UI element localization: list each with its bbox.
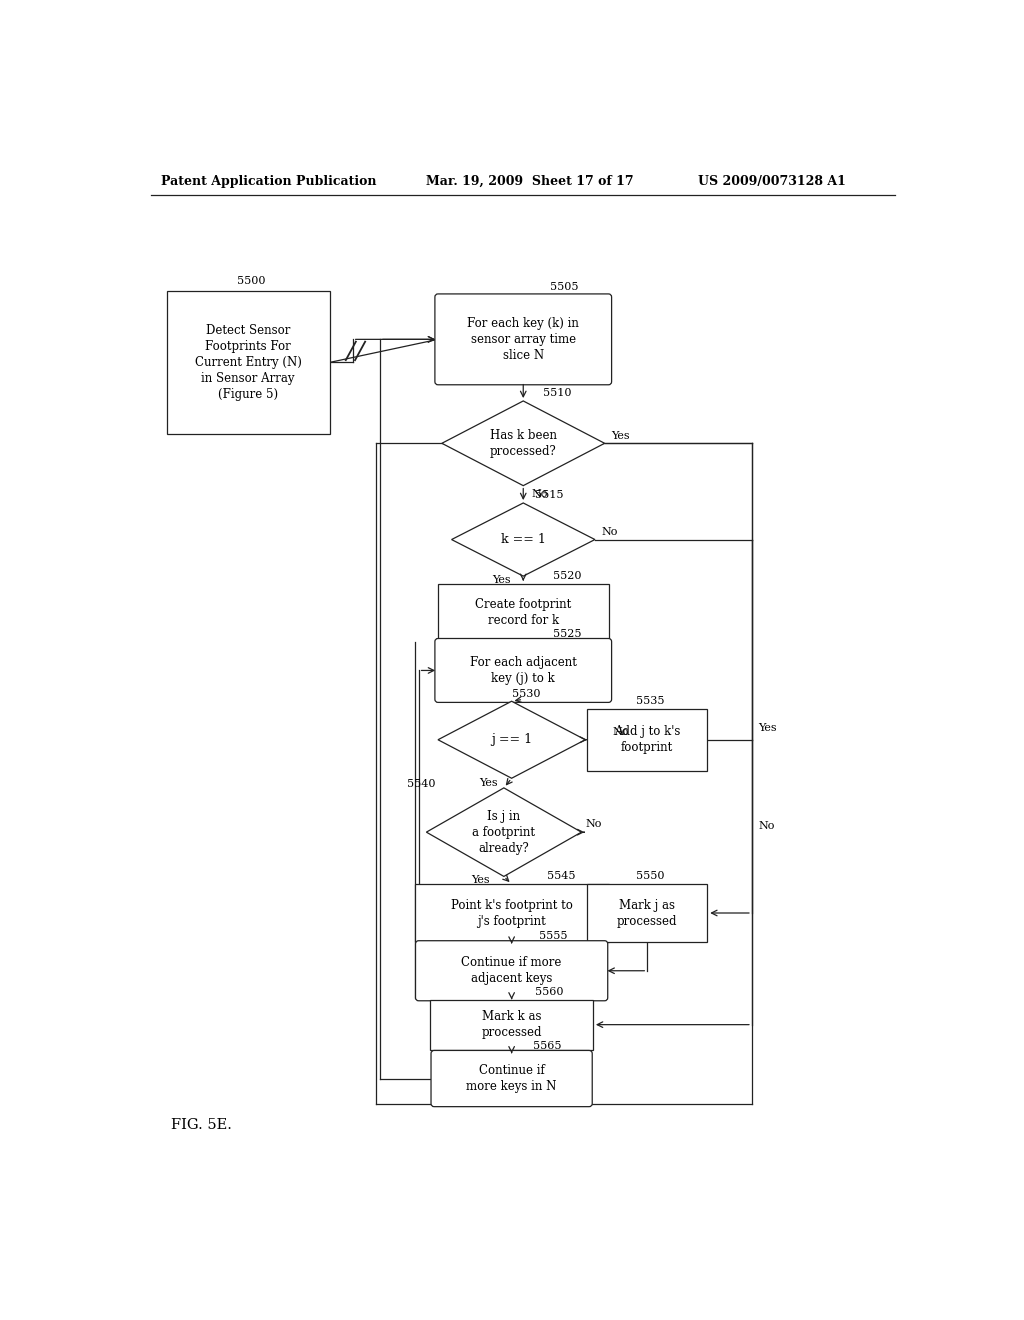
Text: Yes: Yes [479, 777, 498, 788]
Text: Yes: Yes [493, 576, 511, 585]
Text: US 2009/0073128 A1: US 2009/0073128 A1 [697, 176, 846, 187]
Text: Has k been
processed?: Has k been processed? [489, 429, 557, 458]
Text: k == 1: k == 1 [501, 533, 546, 546]
Polygon shape [442, 401, 604, 486]
Text: 5525: 5525 [553, 628, 582, 639]
Text: No: No [612, 727, 629, 737]
Text: Point k's footprint to
j's footprint: Point k's footprint to j's footprint [451, 899, 572, 928]
Text: Yes: Yes [611, 430, 630, 441]
Text: 5500: 5500 [237, 276, 265, 286]
FancyBboxPatch shape [435, 639, 611, 702]
Text: Mar. 19, 2009  Sheet 17 of 17: Mar. 19, 2009 Sheet 17 of 17 [426, 176, 634, 187]
Text: FIG. 5E.: FIG. 5E. [171, 1118, 231, 1131]
Text: Mark j as
processed: Mark j as processed [617, 899, 678, 928]
FancyBboxPatch shape [435, 294, 611, 385]
Text: Add j to k's
footprint: Add j to k's footprint [614, 725, 680, 754]
Text: No: No [601, 527, 617, 537]
Text: Continue if
more keys in N: Continue if more keys in N [467, 1064, 557, 1093]
Polygon shape [452, 503, 595, 576]
Text: 5535: 5535 [636, 696, 665, 706]
Text: Yes: Yes [471, 875, 489, 886]
Text: Is j in
a footprint
already?: Is j in a footprint already? [472, 809, 536, 854]
Text: Yes: Yes [758, 723, 776, 733]
Text: 5565: 5565 [534, 1041, 562, 1051]
FancyBboxPatch shape [167, 292, 330, 434]
FancyBboxPatch shape [587, 884, 708, 942]
Text: 5530: 5530 [512, 689, 540, 698]
Text: No: No [758, 821, 774, 832]
Text: Continue if more
adjacent keys: Continue if more adjacent keys [462, 956, 562, 985]
FancyBboxPatch shape [587, 709, 708, 771]
Text: For each adjacent
key (j) to k: For each adjacent key (j) to k [470, 656, 577, 685]
Text: 5505: 5505 [550, 282, 579, 292]
Text: No: No [531, 490, 548, 499]
FancyBboxPatch shape [416, 941, 607, 1001]
Text: 5510: 5510 [543, 388, 571, 399]
Text: 5560: 5560 [535, 987, 563, 997]
Text: For each key (k) in
sensor array time
slice N: For each key (k) in sensor array time sl… [467, 317, 580, 362]
Text: No: No [586, 820, 602, 829]
Text: 5540: 5540 [407, 779, 435, 789]
Text: Detect Sensor
Footprints For
Current Entry (N)
in Sensor Array
(Figure 5): Detect Sensor Footprints For Current Ent… [195, 323, 301, 401]
Text: 5550: 5550 [636, 871, 665, 882]
Text: 5520: 5520 [553, 572, 582, 581]
Text: 5555: 5555 [539, 931, 567, 941]
FancyBboxPatch shape [438, 583, 608, 642]
Text: Mark k as
processed: Mark k as processed [481, 1010, 542, 1039]
Text: Patent Application Publication: Patent Application Publication [161, 176, 376, 187]
FancyBboxPatch shape [431, 1051, 592, 1106]
Text: 5545: 5545 [547, 871, 575, 882]
Polygon shape [438, 701, 586, 779]
FancyBboxPatch shape [430, 999, 593, 1049]
Text: Create footprint
record for k: Create footprint record for k [475, 598, 571, 627]
Text: 5515: 5515 [535, 490, 563, 500]
Polygon shape [426, 788, 582, 876]
Text: j == 1: j == 1 [492, 733, 532, 746]
FancyBboxPatch shape [415, 884, 608, 942]
